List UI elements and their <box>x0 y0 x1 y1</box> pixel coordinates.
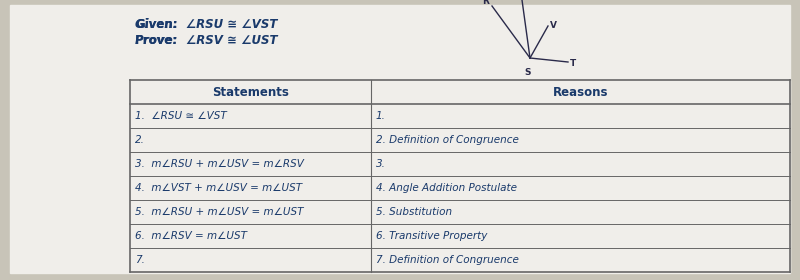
Text: R: R <box>482 0 490 6</box>
Text: Given:: Given: <box>135 18 178 31</box>
Text: 5. Substitution: 5. Substitution <box>376 207 452 217</box>
Text: 3.  m∠RSU + m∠USV = m∠RSV: 3. m∠RSU + m∠USV = m∠RSV <box>135 159 304 169</box>
Text: 1.: 1. <box>376 111 386 121</box>
Text: V: V <box>550 22 557 31</box>
Text: 4.  m∠VST + m∠USV = m∠UST: 4. m∠VST + m∠USV = m∠UST <box>135 183 302 193</box>
Text: 6.  m∠RSV = m∠UST: 6. m∠RSV = m∠UST <box>135 231 247 241</box>
Text: Given:  ∠RSU ≅ ∠VST: Given: ∠RSU ≅ ∠VST <box>135 18 278 31</box>
Text: 5.  m∠RSU + m∠USV = m∠UST: 5. m∠RSU + m∠USV = m∠UST <box>135 207 303 217</box>
Text: 2. Definition of Congruence: 2. Definition of Congruence <box>376 135 518 145</box>
Text: 3.: 3. <box>376 159 386 169</box>
Text: 2.: 2. <box>135 135 145 145</box>
Text: Statements: Statements <box>212 85 289 99</box>
Text: Prove:: Prove: <box>135 34 178 47</box>
Bar <box>130 80 790 272</box>
Text: T: T <box>570 60 576 69</box>
Text: S: S <box>525 68 531 77</box>
Text: 1.  ∠RSU ≅ ∠VST: 1. ∠RSU ≅ ∠VST <box>135 111 226 121</box>
Text: 6. Transitive Property: 6. Transitive Property <box>376 231 487 241</box>
Text: Reasons: Reasons <box>553 85 608 99</box>
Text: 4. Angle Addition Postulate: 4. Angle Addition Postulate <box>376 183 517 193</box>
Text: 7. Definition of Congruence: 7. Definition of Congruence <box>376 255 518 265</box>
Text: Prove:  ∠RSV ≅ ∠UST: Prove: ∠RSV ≅ ∠UST <box>135 34 278 47</box>
Text: 7.: 7. <box>135 255 145 265</box>
